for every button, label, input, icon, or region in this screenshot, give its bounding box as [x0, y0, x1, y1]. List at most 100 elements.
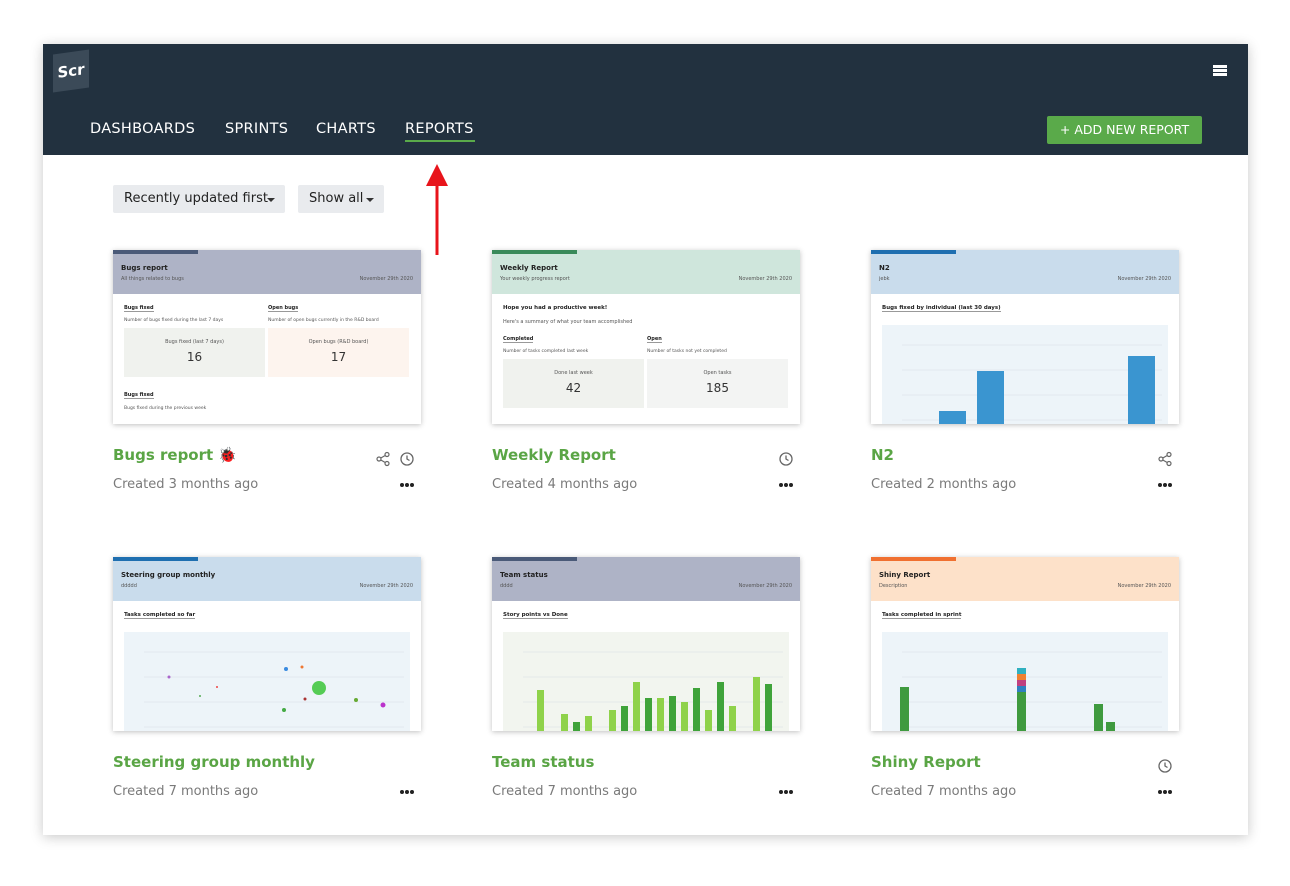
section-label: Bugs fixed	[124, 392, 154, 399]
thumb-date: November 29th 2020	[1117, 276, 1171, 282]
report-thumbnail[interactable]: Bugs report All things related to bugs Nov…	[113, 250, 421, 424]
report-created: Created 2 months ago	[871, 477, 1017, 492]
report-thumbnail[interactable]: Shiny Report Description November 29th 202…	[871, 557, 1179, 731]
mini-chart	[882, 325, 1168, 424]
report-title[interactable]: Weekly Report	[492, 446, 616, 464]
thumb-heading: Story points vs Done	[503, 612, 568, 619]
mini-bar	[681, 702, 688, 731]
more-dot	[410, 790, 414, 794]
nav-item[interactable]: REPORTS	[405, 121, 474, 137]
thumb-accent	[492, 250, 577, 254]
more-menu[interactable]	[400, 790, 416, 795]
thumb-heading: Bugs fixed by individual (last 30 days)	[882, 305, 1001, 312]
more-menu[interactable]	[779, 483, 795, 488]
menu-icon[interactable]	[1213, 65, 1227, 68]
more-menu[interactable]	[779, 790, 795, 795]
clock-hands	[785, 455, 789, 462]
thumb-heading: Tasks completed so far	[124, 612, 196, 619]
thumb-date: November 29th 2020	[359, 583, 413, 589]
mini-bar	[753, 677, 760, 731]
more-dot	[779, 790, 783, 794]
report-created: Created 7 months ago	[492, 784, 638, 799]
stat-tile: Open bugs (R&D board) 17	[268, 328, 409, 377]
share-node	[376, 456, 382, 462]
more-menu[interactable]	[1158, 790, 1174, 795]
thumb-intro: Here's a summary of what your team accom…	[503, 319, 633, 325]
mini-chart	[124, 632, 410, 731]
thumb-title: Weekly Report	[500, 264, 558, 272]
thumb-subtitle: ddddd	[121, 583, 137, 589]
thumb-subtitle: dddd	[500, 583, 513, 589]
stat-value: 17	[330, 350, 347, 364]
filter-dropdown[interactable]: Show all	[298, 185, 384, 213]
thumb-title: Team status	[500, 571, 548, 579]
menu-icon[interactable]	[1213, 69, 1227, 72]
mini-bar	[729, 706, 736, 731]
mini-bar	[977, 371, 1004, 424]
stat-tile-label: Open bugs (R&D board)	[308, 339, 369, 345]
thumb-title: N2	[879, 264, 890, 272]
thumb-title: Steering group monthly	[121, 571, 216, 579]
menu-icon[interactable]	[1213, 73, 1227, 76]
mini-bar	[609, 710, 616, 731]
more-dot	[1168, 483, 1172, 487]
more-dot	[789, 790, 793, 794]
stat-desc: Number of open bugs currently in the R&D…	[268, 318, 379, 323]
clock-face	[779, 452, 793, 466]
share-node	[1166, 451, 1172, 458]
report-title[interactable]: Shiny Report	[871, 753, 981, 771]
clock-icon[interactable]	[399, 451, 415, 467]
mini-seg	[1017, 668, 1026, 674]
stat-desc: Number of bugs fixed during the last 7 d…	[124, 318, 224, 323]
mini-bar	[939, 411, 966, 424]
share-node	[1158, 456, 1164, 462]
mini-point	[300, 665, 304, 669]
thumb-subtitle: Your weekly progress report	[500, 276, 570, 282]
mini-bar	[693, 688, 700, 731]
stat-label: Open bugs	[268, 305, 299, 312]
nav-item[interactable]: CHARTS	[316, 121, 376, 137]
report-thumbnail[interactable]: Steering group monthly ddddd November 29th…	[113, 557, 421, 731]
report-created: Created 7 months ago	[871, 784, 1017, 799]
more-menu[interactable]	[400, 483, 416, 488]
share-icon[interactable]	[1157, 451, 1173, 467]
stat-label: Completed	[503, 336, 534, 343]
report-thumbnail[interactable]: N2 jebk November 29th 2020 Bugs fixed by in…	[871, 250, 1179, 424]
clock-icon[interactable]	[778, 451, 794, 467]
stat-value: 185	[706, 381, 729, 395]
report-thumbnail[interactable]: Weekly Report Your weekly progress report…	[492, 250, 800, 424]
mini-bar	[657, 698, 664, 731]
share-node	[1166, 460, 1172, 467]
thumb-header	[492, 557, 800, 601]
mini-point	[380, 702, 386, 708]
report-thumbnail[interactable]: Team status dddd November 29th 2020 Story p…	[492, 557, 800, 731]
mini-bar	[900, 687, 909, 731]
thumb-header	[113, 250, 421, 294]
mini-bar	[1128, 356, 1155, 424]
thumb-title: Shiny Report	[879, 571, 931, 579]
mini-bar	[621, 706, 628, 731]
report-title[interactable]: Steering group monthly	[113, 753, 315, 771]
thumb-date: November 29th 2020	[738, 583, 792, 589]
more-dot	[779, 483, 783, 487]
report-title[interactable]: Bugs report 🐞	[113, 446, 238, 464]
nav-item[interactable]: DASHBOARDS	[90, 121, 196, 137]
more-dot	[1158, 790, 1162, 794]
share-icon[interactable]	[375, 451, 391, 467]
clock-icon[interactable]	[1157, 758, 1173, 774]
nav-item[interactable]: SPRINTS	[225, 121, 289, 137]
add-report-button[interactable]: + ADD NEW REPORT	[1047, 116, 1202, 144]
thumb-accent	[871, 557, 956, 561]
thumb-subtitle: jebk	[879, 276, 890, 282]
stat-desc: Number of tasks not yet completed	[647, 349, 727, 354]
sort-dropdown[interactable]: Recently updated first	[113, 185, 285, 213]
more-menu[interactable]	[1158, 483, 1174, 488]
stat-tile-label: Done last week	[554, 370, 593, 376]
logo[interactable]: Scr	[53, 49, 89, 93]
stat-desc: Number of tasks completed last week	[503, 349, 589, 354]
mini-bar	[561, 714, 568, 731]
thumb-accent	[871, 250, 956, 254]
thumb-header	[492, 250, 800, 294]
report-title[interactable]: Team status	[492, 753, 595, 771]
report-title[interactable]: N2	[871, 446, 894, 464]
